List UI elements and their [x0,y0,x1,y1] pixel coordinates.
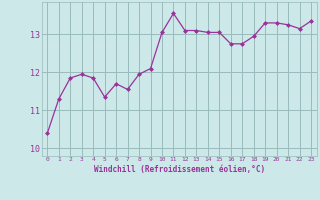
X-axis label: Windchill (Refroidissement éolien,°C): Windchill (Refroidissement éolien,°C) [94,165,265,174]
